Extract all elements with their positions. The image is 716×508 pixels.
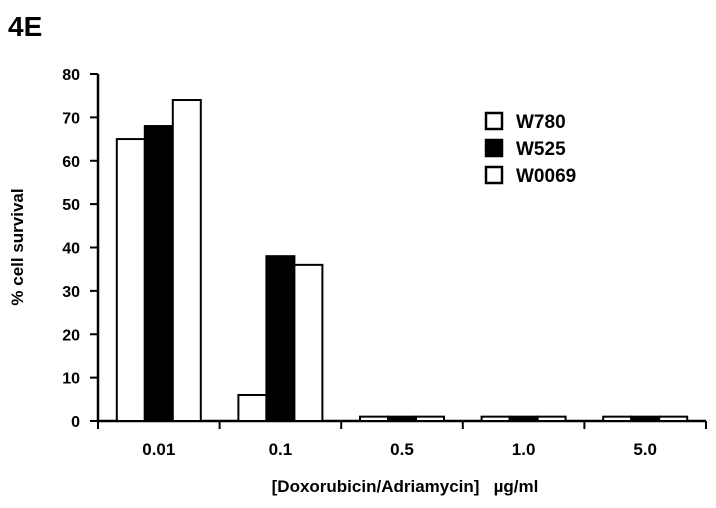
x-tick-label: 1.0 <box>512 440 536 459</box>
y-axis-label: % cell survival <box>8 188 27 305</box>
bar-w780-1.0 <box>480 415 511 423</box>
legend-swatch-w0069 <box>484 165 504 185</box>
y-tick-label: 50 <box>62 197 80 214</box>
bars <box>115 99 689 423</box>
x-tick-label: 5.0 <box>633 440 657 459</box>
legend-swatch-w525 <box>484 138 504 158</box>
bar-w0069-1.0 <box>536 415 567 423</box>
x-tick-label: 0.5 <box>390 440 414 459</box>
x-tick-label: 0.01 <box>142 440 175 459</box>
y-tick-label: 80 <box>62 67 80 84</box>
y-tick-label: 20 <box>62 327 80 344</box>
legend-label-w525: W525 <box>516 139 566 160</box>
bar-w525-0.1 <box>265 255 296 422</box>
y-tick-label: 30 <box>62 284 80 301</box>
bar-w780-5.0 <box>602 415 633 423</box>
x-axis-label: [Doxorubicin/Adriamycin] µg/ml <box>272 477 539 496</box>
legend-swatch-w780 <box>484 111 504 131</box>
legend-label-w0069: W0069 <box>516 166 576 187</box>
bar-w525-0.01 <box>143 125 174 423</box>
bar-w0069-0.5 <box>415 415 445 423</box>
bar-w525-0.5 <box>387 415 417 423</box>
bar-w780-0.1 <box>237 393 268 423</box>
y-tick-label: 60 <box>62 154 80 171</box>
bar-w0069-5.0 <box>658 415 689 423</box>
y-tick-label: 40 <box>62 241 80 258</box>
bar-w525-5.0 <box>630 415 661 423</box>
bar-w780-0.01 <box>115 138 146 422</box>
bar-w0069-0.01 <box>171 99 202 423</box>
y-tick-label: 70 <box>62 110 80 127</box>
y-tick-label: 0 <box>71 414 80 431</box>
y-tick-label: 10 <box>62 371 80 388</box>
bar-w525-1.0 <box>508 415 539 423</box>
chart-title: 4E <box>8 11 42 42</box>
legend-label-w780: W780 <box>516 112 566 133</box>
bar-w0069-0.1 <box>293 263 324 422</box>
bar-w780-0.5 <box>359 415 389 423</box>
x-tick-label: 0.1 <box>269 440 293 459</box>
legend: W780 W525 W0069 <box>484 111 576 187</box>
